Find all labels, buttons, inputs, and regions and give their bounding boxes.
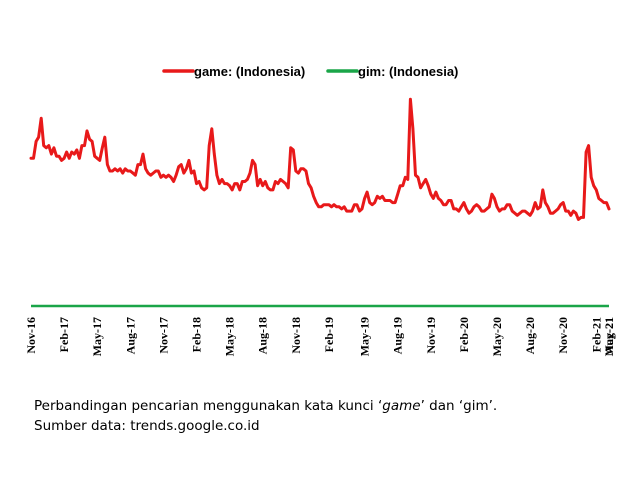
- x-tick-label: Aug-21: [602, 317, 616, 354]
- x-tick-label: May-21: [602, 317, 616, 356]
- caption-text-prefix: Perbandingan pencarian menggunakan kata …: [34, 398, 383, 414]
- x-tick-label: Nov-19: [424, 317, 438, 354]
- x-tick-label: Aug-17: [123, 317, 137, 354]
- legend-label-gim: gim: (Indonesia): [358, 64, 458, 79]
- chart-caption: Perbandingan pencarian menggunakan kata …: [34, 396, 497, 436]
- x-tick-label: Aug-20: [523, 317, 537, 354]
- x-tick-label: May-17: [90, 317, 104, 356]
- x-tick-label: Nov-18: [289, 317, 303, 354]
- caption-text-suffix: ’ dan ‘gim’.: [420, 398, 498, 414]
- x-tick-label: Feb-19: [322, 317, 336, 352]
- x-tick-label: Nov-17: [156, 317, 170, 354]
- x-tick-label: Aug-19: [391, 317, 405, 354]
- x-tick-label: Aug-18: [256, 317, 270, 354]
- legend-label-game: game: (Indonesia): [194, 64, 305, 79]
- series-line-game: [29, 97, 611, 221]
- caption-line-1: Perbandingan pencarian menggunakan kata …: [34, 396, 497, 416]
- caption-term-game: game: [382, 398, 421, 414]
- line-chart: game: (Indonesia) gim: (Indonesia) Nov-1…: [24, 64, 616, 356]
- plot-area: [29, 97, 611, 308]
- legend: game: (Indonesia) gim: (Indonesia): [162, 64, 458, 79]
- x-tick-label: Nov-20: [556, 317, 570, 354]
- caption-line-2: Sumber data: trends.google.co.id: [34, 418, 260, 434]
- x-tick-label: May-18: [223, 317, 237, 356]
- x-tick-label: Feb-18: [190, 317, 204, 352]
- x-tick-label: Nov-16: [24, 317, 38, 354]
- x-tick-label: Feb-20: [457, 317, 471, 352]
- x-tick-label: May-19: [358, 317, 372, 356]
- x-tick-label: Feb-17: [57, 317, 71, 352]
- x-tick-label: Feb-21: [589, 317, 603, 352]
- x-axis-tick-labels: Nov-16 Feb-17 May-17 Aug-17 Nov-17 Feb-18 May-…: [24, 317, 616, 356]
- x-tick-label: May-20: [490, 317, 504, 356]
